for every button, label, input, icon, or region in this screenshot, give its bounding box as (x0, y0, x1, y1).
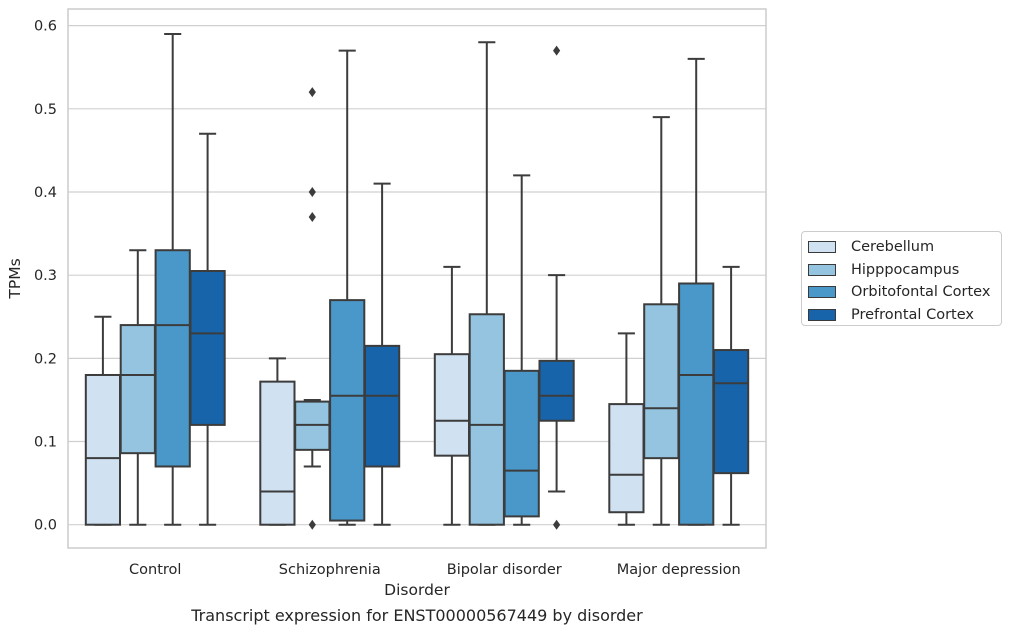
x-tick-label: Bipolar disorder (447, 562, 562, 578)
box-body (608, 403, 645, 514)
box-prefrontal-cortex (538, 45, 575, 530)
outlier-point (308, 211, 316, 222)
legend-item-orbitofrontal: Orbitofontal Cortex (808, 281, 1001, 304)
box-body (433, 353, 471, 457)
y-axis-label: TPMs (6, 258, 24, 299)
y-tick-label: 0.5 (34, 102, 57, 118)
y-tick-label: 0.0 (34, 518, 57, 534)
y-tick-label: 0.2 (34, 351, 57, 367)
box-orbitofontal-cortex (503, 174, 540, 526)
box-body (538, 359, 575, 422)
box-prefrontal-cortex (363, 182, 401, 526)
legend-label-cerebellum: Cerebellum (851, 239, 935, 256)
legend-label-prefrontal: Prefrontal Cortex (851, 307, 974, 324)
legend-swatch-orbitofrontal (808, 286, 836, 299)
box-hipppocampus (119, 249, 156, 526)
outlier-point (553, 519, 561, 530)
box-body (678, 282, 715, 526)
x-tick-label: Schizophrenia (279, 562, 381, 578)
legend-label-hippocampus: Hipppocampus (851, 261, 960, 278)
plot-frame (67, 8, 767, 549)
y-tick-label: 0.4 (34, 185, 57, 201)
box-orbitofontal-cortex (329, 49, 366, 526)
legend-swatch-prefrontal (808, 309, 836, 322)
legend-item-cerebellum: Cerebellum (808, 236, 1001, 259)
box-body (643, 303, 680, 460)
legend-item-hippocampus: Hipppocampus (808, 259, 1001, 282)
legend-swatch-cerebellum (808, 241, 836, 254)
box-body (363, 344, 401, 468)
chart-caption: Transcript expression for ENST0000056744… (191, 606, 643, 625)
outlier-point (308, 519, 316, 530)
box-body (259, 380, 296, 526)
box-body (84, 373, 122, 526)
legend-label-orbitofrontal: Orbitofontal Cortex (851, 284, 991, 301)
box-cerebellum (259, 357, 296, 526)
outlier-point (308, 186, 316, 197)
box-prefrontal-cortex (189, 132, 226, 526)
box-hipppocampus (643, 116, 680, 526)
legend-item-prefrontal: Prefrontal Cortex (808, 304, 1001, 327)
box-body (189, 270, 226, 426)
box-body (468, 313, 505, 526)
chart-legend: Cerebellum Hipppocampus Orbitofontal Cor… (801, 231, 1002, 326)
box-body (329, 299, 366, 522)
y-tick-label: 0.1 (34, 435, 57, 451)
box-body (712, 349, 750, 475)
box-prefrontal-cortex (712, 265, 750, 526)
outlier-point (308, 87, 316, 98)
box-orbitofontal-cortex (154, 32, 191, 526)
x-tick-label: Major depression (617, 562, 741, 578)
box-cerebellum (608, 332, 645, 526)
box-body (503, 369, 540, 518)
y-tick-label: 0.6 (34, 19, 57, 35)
box-body (154, 249, 191, 468)
y-tick-label: 0.3 (34, 268, 57, 284)
legend-swatch-hippocampus (808, 263, 836, 276)
box-cerebellum (84, 315, 122, 526)
box-body (119, 324, 156, 455)
x-tick-label: Control (129, 562, 181, 578)
x-axis-label: Disorder (384, 581, 450, 599)
outlier-point (553, 45, 561, 56)
